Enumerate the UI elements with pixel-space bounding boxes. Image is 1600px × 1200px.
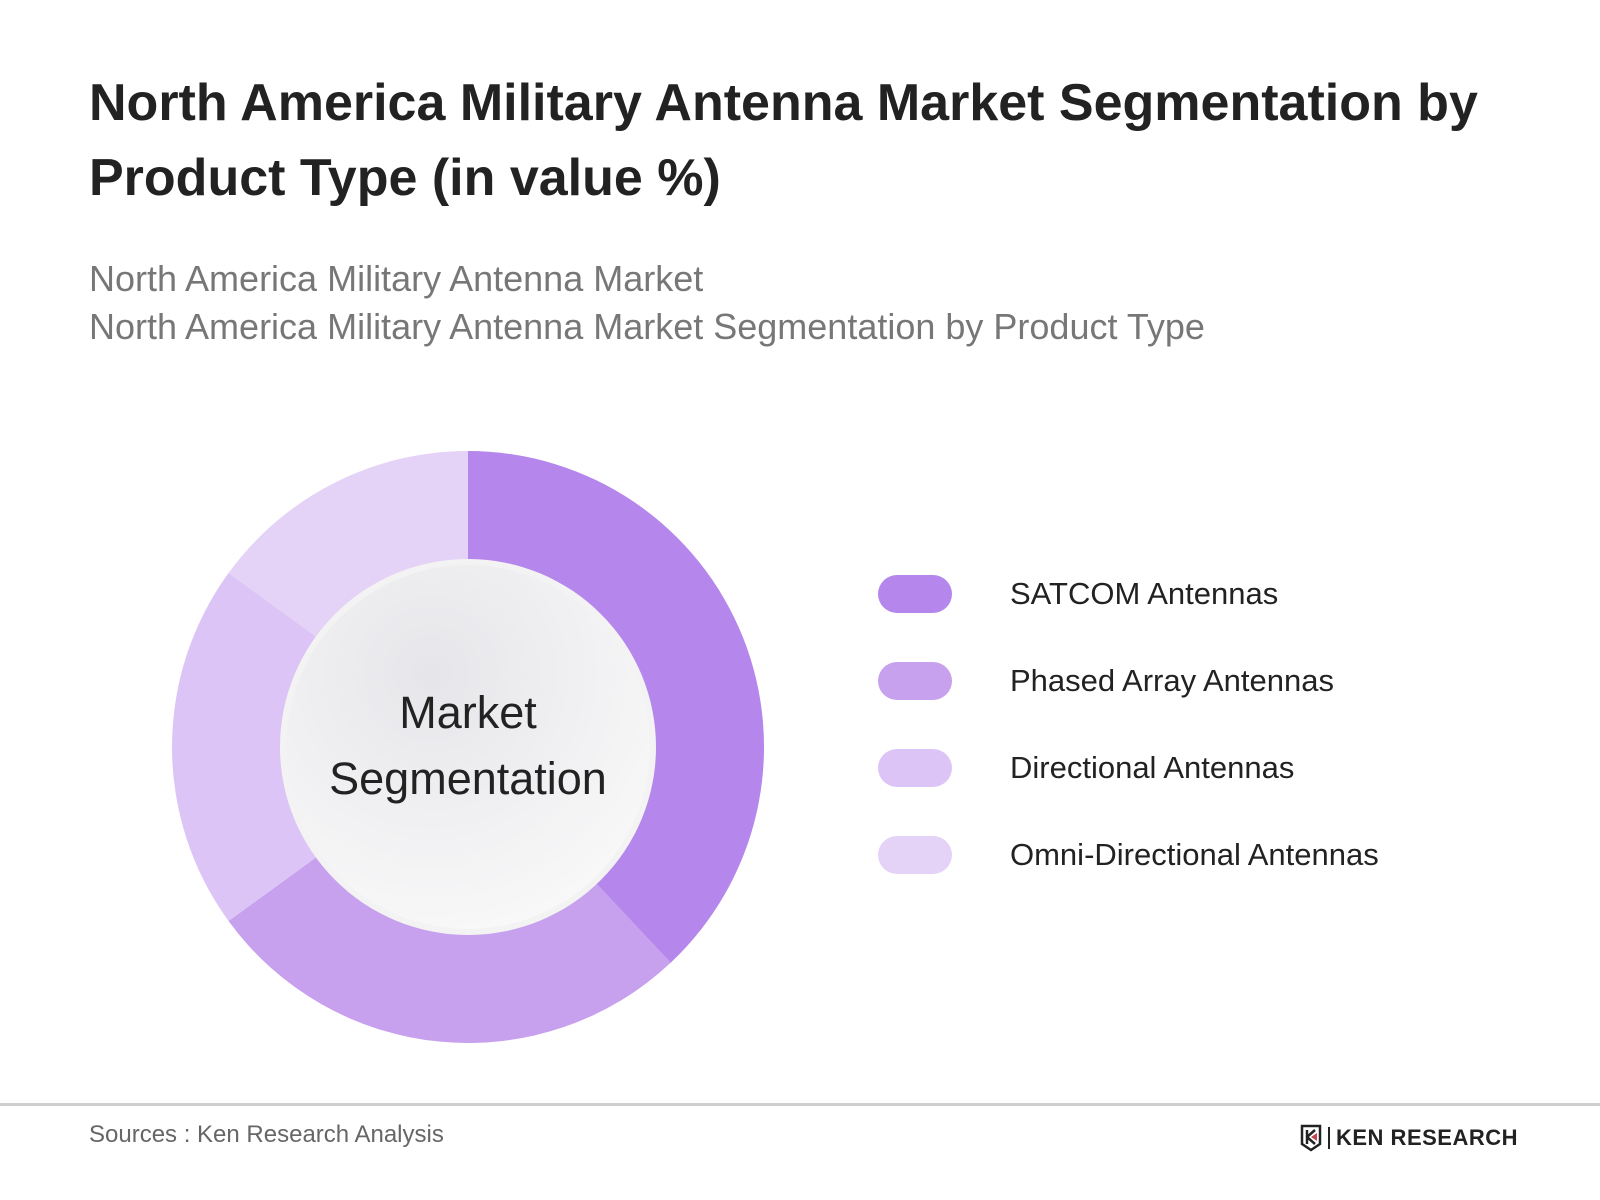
- source-note: Sources : Ken Research Analysis: [89, 1121, 444, 1148]
- legend-swatch: [878, 836, 952, 874]
- logo-text: KEN RESEARCH: [1336, 1125, 1519, 1150]
- legend-label: Directional Antennas: [1010, 750, 1295, 785]
- chart-title: North America Military Antenna Market Se…: [89, 74, 1478, 207]
- legend-swatch: [878, 749, 952, 787]
- chart-subtitle-market: North America Military Antenna Market: [89, 258, 704, 299]
- logo-separator: [1328, 1127, 1330, 1149]
- legend-item: SATCOM Antennas: [878, 575, 1478, 615]
- donut-center-label: Market Segmentation: [329, 687, 607, 804]
- legend-label: Phased Array Antennas: [1010, 663, 1335, 698]
- footer-divider: [0, 1103, 1600, 1106]
- ken-research-logo-icon: [1300, 1124, 1322, 1152]
- legend-label: Omni-Directional Antennas: [1010, 837, 1379, 872]
- legend-label: SATCOM Antennas: [1010, 576, 1279, 611]
- donut-center: [286, 565, 650, 929]
- legend-item: Omni-Directional Antennas: [878, 836, 1478, 876]
- legend-item: Directional Antennas: [878, 749, 1478, 789]
- legend-item: Phased Array Antennas: [878, 662, 1478, 702]
- ken-research-logo: KEN RESEARCH: [1300, 1124, 1518, 1152]
- legend-swatch: [878, 662, 952, 700]
- legend-swatch: [878, 575, 952, 613]
- chart-subtitle-segmentation: North America Military Antenna Market Se…: [89, 306, 1205, 347]
- donut-chart: [172, 451, 764, 1043]
